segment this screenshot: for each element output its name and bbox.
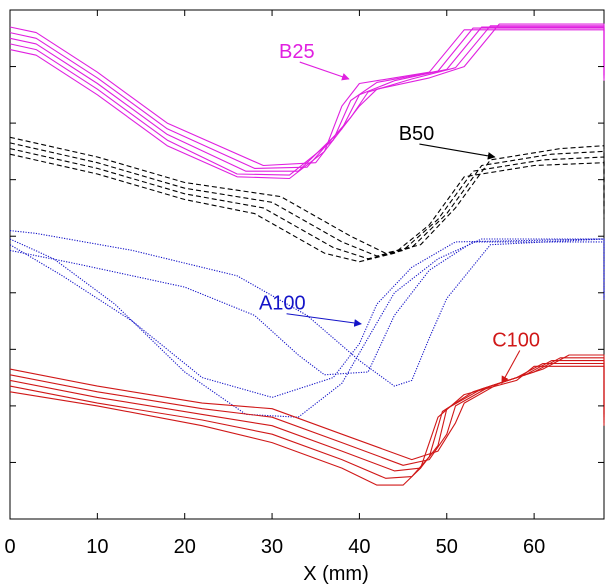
series-a100-curve-4 <box>9 230 605 387</box>
annotations-layer: B25 B50 A100 C100 <box>259 41 540 384</box>
series-arrow-a100 <box>286 313 362 327</box>
series-a100-curve-3 <box>9 238 605 418</box>
x-tick-label: 20 <box>174 536 196 558</box>
plot-area <box>9 9 605 520</box>
series-c100-curve-2 <box>9 362 605 479</box>
series-label-a100: A100 <box>259 293 306 315</box>
x-tick-label: 30 <box>261 536 283 558</box>
series-arrow-b50 <box>419 143 496 160</box>
x-tick-label: 10 <box>86 536 108 558</box>
series-arrow-c100 <box>501 350 521 384</box>
series-b50-curve-3 <box>9 142 605 257</box>
series-c100-curve-5 <box>9 354 605 461</box>
series-b50-curve-4 <box>9 136 605 254</box>
x-tick-label: 60 <box>523 536 545 558</box>
series-arrow-b25 <box>299 61 350 81</box>
series-a100-curve-1 <box>9 241 605 376</box>
series-c100-curve-3 <box>9 360 605 472</box>
plot-frame <box>9 9 605 520</box>
series-b50-curve-1 <box>9 153 605 263</box>
series-b25-curve-5 <box>9 23 605 167</box>
x-tick-label: 50 <box>436 536 458 558</box>
curves-layer <box>9 23 605 486</box>
x-axis-title: X (mm) <box>303 563 369 585</box>
series-label-b25: B25 <box>279 41 315 63</box>
x-tick-label: 0 <box>4 536 15 558</box>
series-c100-curve-4 <box>9 357 605 466</box>
x-tick-label: 40 <box>348 536 370 558</box>
series-b50-curve-2 <box>9 148 605 260</box>
series-label-c100: C100 <box>492 330 540 352</box>
ticks-layer: 0 10 20 30 40 50 60 <box>4 10 604 558</box>
series-a100-curve-2 <box>9 238 605 398</box>
series-c100-curve-1 <box>9 365 605 486</box>
series-label-b50: B50 <box>399 123 435 145</box>
